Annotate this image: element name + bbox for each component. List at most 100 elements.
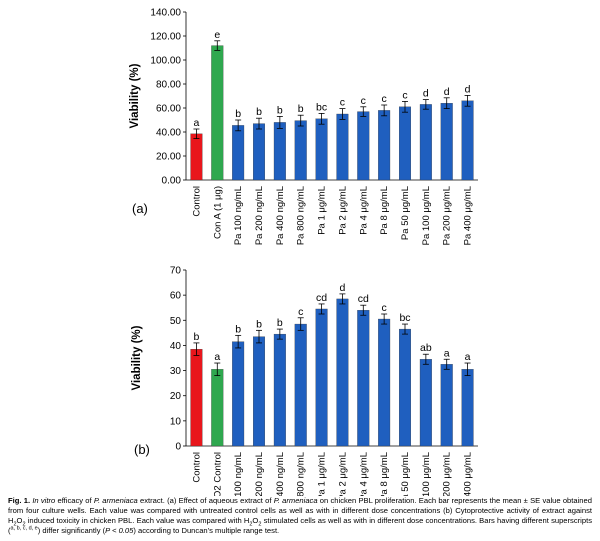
caption-text-4: O [252, 516, 259, 525]
bar [294, 120, 307, 181]
significance-label: a [444, 347, 450, 359]
bar [419, 104, 432, 181]
x-tick-label: Pa 8 μg/mL [379, 452, 390, 496]
significance-label: ab [420, 342, 432, 354]
caption-sub-1: 2 [13, 521, 17, 528]
y-tick-label: 10 [170, 416, 182, 427]
significance-label: c [298, 306, 303, 318]
figure-caption: Fig. 1. In vitro efficacy of P. armeniac… [8, 496, 592, 536]
bar [378, 110, 391, 181]
bar [232, 341, 245, 447]
caption-in-vitro: In vitro [32, 496, 56, 505]
bar [294, 323, 307, 447]
bar [461, 100, 474, 181]
x-tick-label: Pa 200 ng/mL [254, 186, 265, 245]
bar [336, 113, 349, 181]
x-tick-label: Pa 1 μg/mL [317, 452, 328, 496]
significance-label: c [402, 89, 407, 101]
x-tick-label: Control [191, 186, 202, 217]
caption-text-6: ) differ significantly ( [37, 526, 106, 535]
significance-label: b [277, 104, 283, 116]
x-tick-label: Pa 200 ng/mL [254, 452, 265, 496]
bar [399, 106, 411, 181]
significance-label: bc [399, 312, 410, 324]
x-tick-label: H2O2 Control [212, 452, 223, 496]
x-tick-label: Pa 2 μg/mL [337, 452, 348, 496]
caption-p-value: P < 0.05 [105, 526, 134, 535]
bar [440, 103, 453, 181]
x-tick-label: Pa 400 ng/mL [275, 452, 286, 496]
bar [357, 111, 370, 181]
significance-label: c [382, 302, 387, 314]
y-tick-label: 0 [175, 442, 181, 453]
significance-label: a [194, 117, 200, 129]
significance-label: bc [316, 101, 327, 113]
significance-label: b [298, 103, 304, 115]
caption-superscripts: a, b, c, d, e [10, 525, 38, 532]
x-tick-label: Pa 100 μg/mL [421, 452, 432, 496]
bar [357, 310, 370, 447]
caption-text-2: O [16, 516, 23, 525]
bar [273, 333, 286, 447]
x-tick-label: Pa 2 μg/mL [337, 186, 348, 235]
x-tick-label: Pa 4 μg/mL [358, 452, 369, 496]
x-tick-label: Pa 200 μg/mL [442, 452, 453, 496]
y-tick-label: 80.00 [156, 80, 181, 91]
caption-species: P. armeniaca [93, 496, 138, 505]
significance-label: c [361, 95, 366, 107]
x-tick-label: Pa 200 μg/mL [442, 186, 453, 245]
significance-label: c [340, 97, 345, 109]
caption-sub-2: 2 [22, 521, 26, 528]
significance-label: a [214, 351, 220, 363]
y-axis-title: Viability (%) [129, 63, 141, 128]
chart-panel-2: 0 10 20 30 40 50 60 70 Viability (%) b Control a H2O… [131, 266, 478, 496]
bar [461, 369, 474, 447]
bar [253, 123, 265, 181]
figure-canvas: 0.00 20.00 40.00 60.00 80.00 100.00 120.00 140.… [129, 8, 478, 496]
caption-text-7: ) according to Duncan's multiple range t… [133, 526, 280, 535]
x-tick-label: Pa 800 ng/mL [296, 452, 307, 496]
y-tick-label: 60 [170, 291, 182, 302]
bar [190, 133, 203, 181]
x-tick-label: Con A (1 μg) [212, 186, 223, 239]
caption-text-5: stimulated cells as well as with in diff… [8, 516, 592, 535]
y-tick-label: 0.00 [162, 176, 182, 187]
caption-sub-3: 2 [249, 521, 253, 528]
caption-fig-label: Fig. 1. [8, 496, 31, 505]
x-tick-label: Pa 400 μg/mL [463, 452, 474, 496]
significance-label: b [277, 317, 283, 329]
bar [378, 318, 391, 447]
bar [399, 328, 411, 447]
x-tick-label: Pa 100 μg/mL [421, 186, 432, 245]
significance-label: d [465, 83, 471, 95]
panel-label: (b) [134, 442, 150, 457]
x-tick-label: Pa 100 ng/mL [233, 186, 244, 245]
significance-label: cd [316, 292, 327, 304]
y-tick-label: 20.00 [156, 152, 181, 163]
significance-label: d [340, 282, 346, 294]
y-tick-label: 60.00 [156, 104, 181, 115]
significance-label: d [423, 88, 429, 100]
y-tick-label: 100.00 [150, 56, 181, 67]
y-tick-label: 40.00 [156, 128, 181, 139]
caption-text-1: on chicken PBL proliferation. Each bar r… [8, 496, 592, 525]
y-tick-label: 70 [170, 266, 182, 277]
bar [190, 349, 203, 447]
bar [273, 122, 286, 181]
significance-label: c [382, 93, 387, 105]
significance-label: d [444, 86, 450, 98]
x-tick-label: Pa 1 μg/mL [317, 186, 328, 235]
significance-label: cd [358, 293, 369, 305]
x-tick-label: Pa 400 ng/mL [275, 186, 286, 245]
bar [336, 298, 349, 447]
x-tick-label: Pa 400 μg/mL [463, 186, 474, 245]
caption-text-3: induced toxicity in chicken PBL. Each va… [25, 516, 250, 525]
significance-label: e [214, 29, 220, 41]
caption-intro-end: extract. (a) Effect of aqueous extract o… [137, 496, 274, 505]
bar [232, 125, 245, 181]
x-tick-label: Pa 4 μg/mL [358, 186, 369, 235]
y-tick-label: 20 [170, 391, 182, 402]
bar [419, 359, 432, 447]
x-tick-label: Pa 50 μg/mL [400, 186, 411, 240]
bar [315, 118, 328, 181]
